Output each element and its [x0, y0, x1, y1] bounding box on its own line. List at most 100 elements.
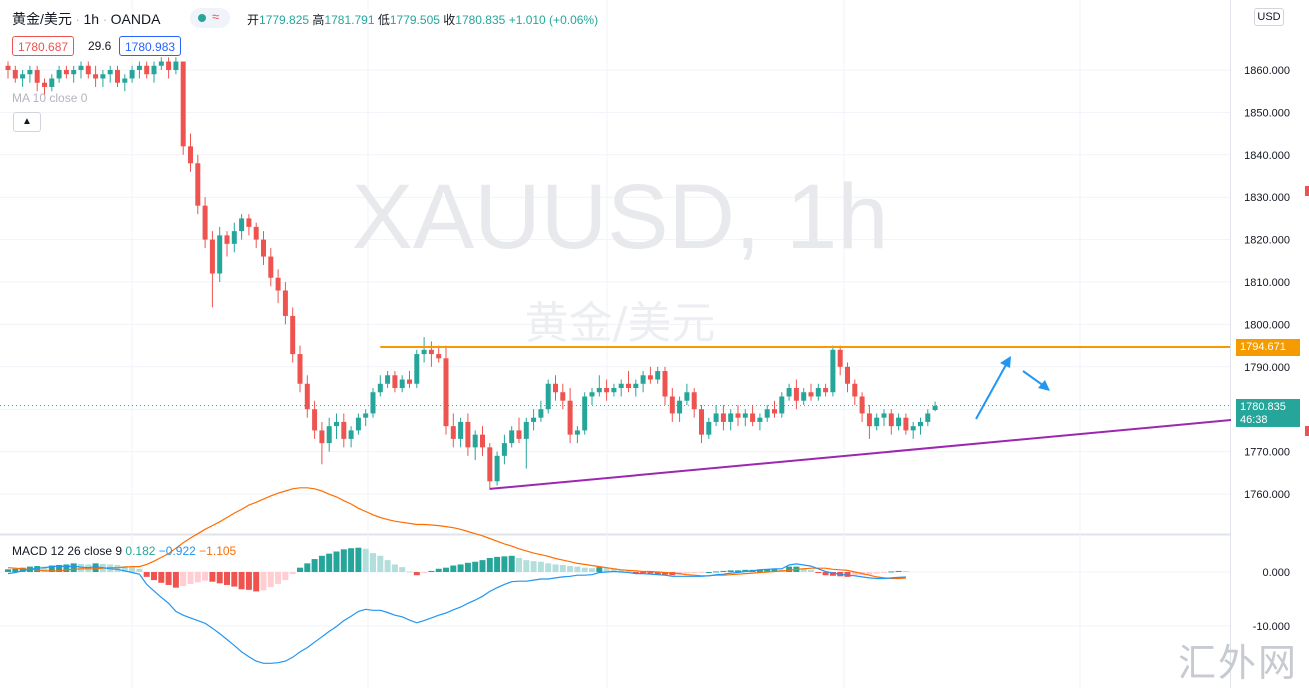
- bar-countdown: 46:38: [1240, 414, 1268, 426]
- candle: [341, 413, 347, 448]
- macd-histogram-bar: [267, 572, 274, 588]
- currency-label[interactable]: USD: [1254, 8, 1284, 26]
- macd-histogram-bar: [421, 572, 428, 574]
- candle: [34, 65, 40, 92]
- candle: [224, 231, 230, 257]
- collapse-legend-button[interactable]: ▲: [13, 112, 41, 132]
- symbol-name[interactable]: 黄金/美元: [12, 11, 72, 27]
- candle: [509, 426, 515, 448]
- candle-body: [837, 349, 843, 367]
- macd-histogram-bar: [260, 572, 267, 591]
- candle: [49, 74, 55, 92]
- candle: [246, 214, 252, 236]
- ask-button[interactable]: 1780.983: [119, 36, 182, 56]
- candle-body: [450, 426, 456, 439]
- candle: [823, 383, 829, 397]
- macd-histogram-bar: [552, 564, 559, 572]
- ma-indicator-label[interactable]: MA 10 close 0: [12, 91, 88, 105]
- candle: [392, 371, 398, 393]
- candle-body: [180, 61, 186, 147]
- macd-histogram-bar: [457, 564, 464, 572]
- candle: [407, 371, 412, 388]
- market-status-badge[interactable]: ≈: [190, 8, 230, 28]
- candle: [355, 413, 361, 435]
- candle-body: [618, 383, 624, 388]
- interval[interactable]: 1h: [83, 11, 100, 27]
- macd-histogram-bar: [895, 570, 902, 572]
- candle-body: [647, 375, 653, 380]
- candle: [5, 61, 11, 79]
- candle: [837, 345, 843, 376]
- candle-body: [239, 218, 245, 232]
- candle-body: [443, 358, 449, 427]
- arrow-head: [1000, 356, 1011, 368]
- candle-body: [640, 375, 646, 384]
- macd-histogram-bar: [683, 572, 690, 574]
- candle-body: [231, 231, 237, 244]
- candle: [428, 341, 434, 367]
- bid-button[interactable]: 1780.687: [12, 36, 75, 56]
- candle: [261, 231, 266, 266]
- candle-body: [918, 421, 923, 427]
- macd-histogram-bar: [340, 549, 347, 572]
- candle-body: [42, 82, 47, 87]
- macd-histogram-bar: [399, 567, 406, 572]
- price-tick-label: 1810.000: [1244, 277, 1290, 289]
- macd-signal-value: −1.105: [199, 544, 237, 558]
- macd-histogram-bar: [720, 570, 727, 572]
- candle: [78, 61, 84, 79]
- candle: [239, 214, 245, 240]
- candle: [180, 61, 186, 155]
- candle: [626, 371, 631, 393]
- candle-body: [85, 65, 91, 75]
- macd-histogram-bar: [589, 568, 595, 572]
- candle-body: [20, 74, 26, 79]
- macd-histogram-bar: [78, 563, 84, 572]
- candle: [450, 413, 456, 448]
- macd-histogram-bar: [158, 572, 165, 583]
- candle: [136, 61, 142, 79]
- candle-body: [370, 392, 376, 414]
- candle: [399, 375, 405, 393]
- candle: [282, 282, 288, 325]
- candle-body: [49, 78, 55, 87]
- candle: [582, 392, 588, 435]
- price-tick-label: 1850.000: [1244, 107, 1290, 119]
- candle: [574, 426, 580, 444]
- macd-histogram-bar: [19, 567, 26, 572]
- forecast-arrow-up: [975, 356, 1011, 420]
- site-watermark: 汇外网: [1178, 641, 1299, 685]
- macd-histogram-bar: [231, 572, 238, 587]
- candle: [20, 70, 26, 87]
- candle-body: [903, 417, 909, 431]
- candle-body: [465, 421, 471, 448]
- candle-body: [34, 70, 40, 83]
- candle-body: [209, 239, 215, 274]
- candle-body: [684, 392, 690, 401]
- candle: [750, 404, 756, 427]
- candle-body: [12, 70, 18, 79]
- macd-histogram-bar: [537, 561, 544, 572]
- macd-histogram-bar: [662, 572, 668, 575]
- candle-body: [202, 205, 208, 240]
- macd-pane[interactable]: [5, 487, 909, 664]
- price-tick-label: 1820.000: [1244, 235, 1290, 247]
- candle-body: [793, 388, 799, 401]
- macd-histogram-bar: [92, 563, 99, 572]
- candle-body: [531, 417, 537, 422]
- macd-histogram-bar: [435, 568, 442, 572]
- drawings[interactable]: [380, 345, 1257, 490]
- candles[interactable]: [0, 57, 1230, 490]
- candle-body: [852, 383, 858, 397]
- candle: [312, 400, 318, 439]
- candle: [12, 65, 18, 83]
- candle-body: [523, 421, 529, 439]
- macd-histogram-bar: [654, 572, 661, 575]
- macd-histogram-bar: [756, 569, 763, 572]
- macd-histogram-bar: [815, 572, 822, 573]
- macd-histogram-bar: [443, 567, 449, 572]
- candle: [202, 197, 208, 249]
- macd-histogram-bar: [559, 564, 566, 572]
- macd-label[interactable]: MACD 12 26 close 9: [12, 544, 123, 558]
